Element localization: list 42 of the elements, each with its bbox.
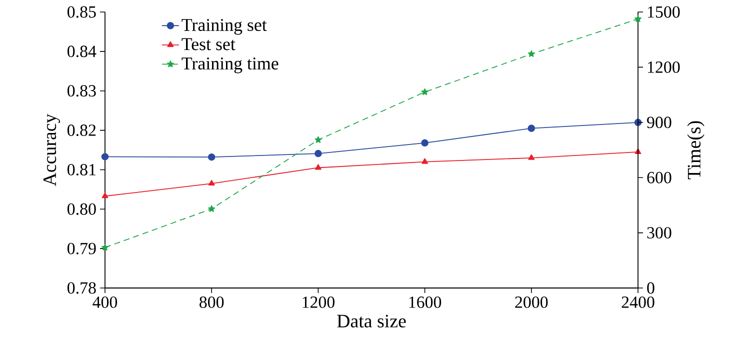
x-tick-label: 1600 — [409, 296, 442, 308]
x-axis-title: Data size — [337, 314, 406, 328]
point — [101, 153, 109, 160]
point — [528, 50, 535, 57]
point — [421, 88, 428, 96]
point — [314, 164, 322, 170]
point — [208, 180, 215, 186]
y-tick-label: 0.79 — [68, 242, 96, 254]
point — [208, 153, 216, 161]
y2-tick-label: 1500 — [648, 6, 680, 18]
y-tick-label: 0.78 — [68, 282, 96, 294]
point — [102, 244, 108, 251]
x-tick-label: 2000 — [515, 296, 548, 308]
x-tick-label: 2400 — [622, 296, 654, 308]
point — [528, 154, 535, 160]
y2-tick-label: 0 — [647, 282, 654, 294]
y2-tick-label: 600 — [647, 172, 672, 184]
x-tick-label: 1200 — [302, 296, 334, 308]
point — [528, 124, 536, 132]
y-tick-label: 0.85 — [68, 6, 96, 18]
y-tick-label: 0.81 — [68, 164, 96, 176]
point — [314, 136, 322, 143]
y-tick-label: 0.84 — [68, 46, 96, 58]
point — [208, 205, 216, 212]
point — [421, 139, 428, 147]
y-axis-title: Accuracy — [43, 114, 60, 186]
y-tick-label: 0.80 — [68, 203, 96, 215]
point — [314, 150, 322, 158]
y2-tick-label: 900 — [647, 116, 672, 128]
y2-axis-title: Time(s) — [687, 121, 704, 180]
legend-label: Training set — [182, 18, 267, 35]
y-tick-label: 0.83 — [68, 85, 96, 97]
y2-tick-label: 1200 — [648, 61, 680, 73]
x-tick-label: 800 — [200, 296, 224, 308]
point — [634, 15, 642, 22]
point — [422, 158, 428, 164]
legend-label: Test set — [182, 38, 236, 50]
y-tick-label: 0.82 — [68, 124, 96, 136]
point — [102, 192, 108, 198]
x-tick-label: 400 — [92, 296, 118, 308]
y2-tick-label: 300 — [647, 227, 672, 239]
legend-label: Training time — [182, 58, 278, 74]
